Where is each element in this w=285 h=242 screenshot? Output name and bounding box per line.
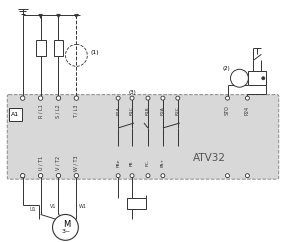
Circle shape	[231, 69, 249, 87]
Circle shape	[176, 96, 180, 100]
Text: T / L3: T / L3	[74, 104, 79, 118]
Text: PBe: PBe	[116, 159, 120, 167]
Circle shape	[161, 96, 165, 100]
Circle shape	[21, 96, 25, 100]
Text: ATV32: ATV32	[193, 153, 226, 163]
Text: U / T1: U / T1	[38, 156, 43, 170]
Bar	[9, 108, 22, 121]
Text: PB: PB	[130, 160, 134, 166]
Bar	[36, 40, 46, 56]
Circle shape	[130, 174, 134, 178]
Text: V / T2: V / T2	[56, 156, 61, 170]
Circle shape	[262, 77, 265, 80]
Text: R2A: R2A	[161, 107, 165, 115]
Circle shape	[56, 96, 61, 100]
Text: U1: U1	[30, 207, 36, 212]
Circle shape	[38, 96, 43, 100]
Text: R / L1: R / L1	[38, 104, 43, 118]
Circle shape	[74, 174, 79, 178]
Circle shape	[245, 174, 249, 178]
Text: R2C: R2C	[176, 107, 180, 115]
Circle shape	[56, 174, 61, 178]
Circle shape	[52, 214, 78, 240]
Text: W / T3: W / T3	[74, 155, 79, 171]
Circle shape	[146, 96, 150, 100]
Circle shape	[21, 174, 25, 178]
Circle shape	[225, 96, 229, 100]
Text: R1C: R1C	[130, 107, 134, 115]
Circle shape	[38, 174, 43, 178]
Circle shape	[116, 174, 120, 178]
Circle shape	[130, 96, 134, 100]
Circle shape	[146, 174, 150, 178]
Text: (2): (2)	[223, 66, 230, 71]
Text: S / L2: S / L2	[56, 104, 61, 118]
FancyBboxPatch shape	[7, 95, 279, 179]
Text: V1: V1	[50, 204, 56, 209]
Text: W1: W1	[78, 204, 86, 209]
Circle shape	[245, 96, 249, 100]
Bar	[54, 40, 64, 56]
Circle shape	[74, 96, 79, 100]
Text: P24: P24	[245, 106, 250, 115]
Text: R1B: R1B	[146, 107, 150, 115]
Text: STO: STO	[225, 105, 230, 115]
Bar	[249, 71, 266, 85]
Text: (3): (3)	[128, 90, 136, 95]
Text: 3~: 3~	[62, 229, 71, 234]
Text: R1A: R1A	[116, 107, 120, 115]
Bar	[127, 197, 146, 210]
Text: PC-: PC-	[146, 159, 150, 166]
Circle shape	[161, 174, 165, 178]
Text: PA+: PA+	[161, 158, 165, 167]
Circle shape	[116, 96, 120, 100]
Circle shape	[225, 174, 229, 178]
Text: M: M	[63, 220, 70, 229]
Text: A1: A1	[11, 112, 19, 117]
Text: (1): (1)	[90, 50, 99, 55]
